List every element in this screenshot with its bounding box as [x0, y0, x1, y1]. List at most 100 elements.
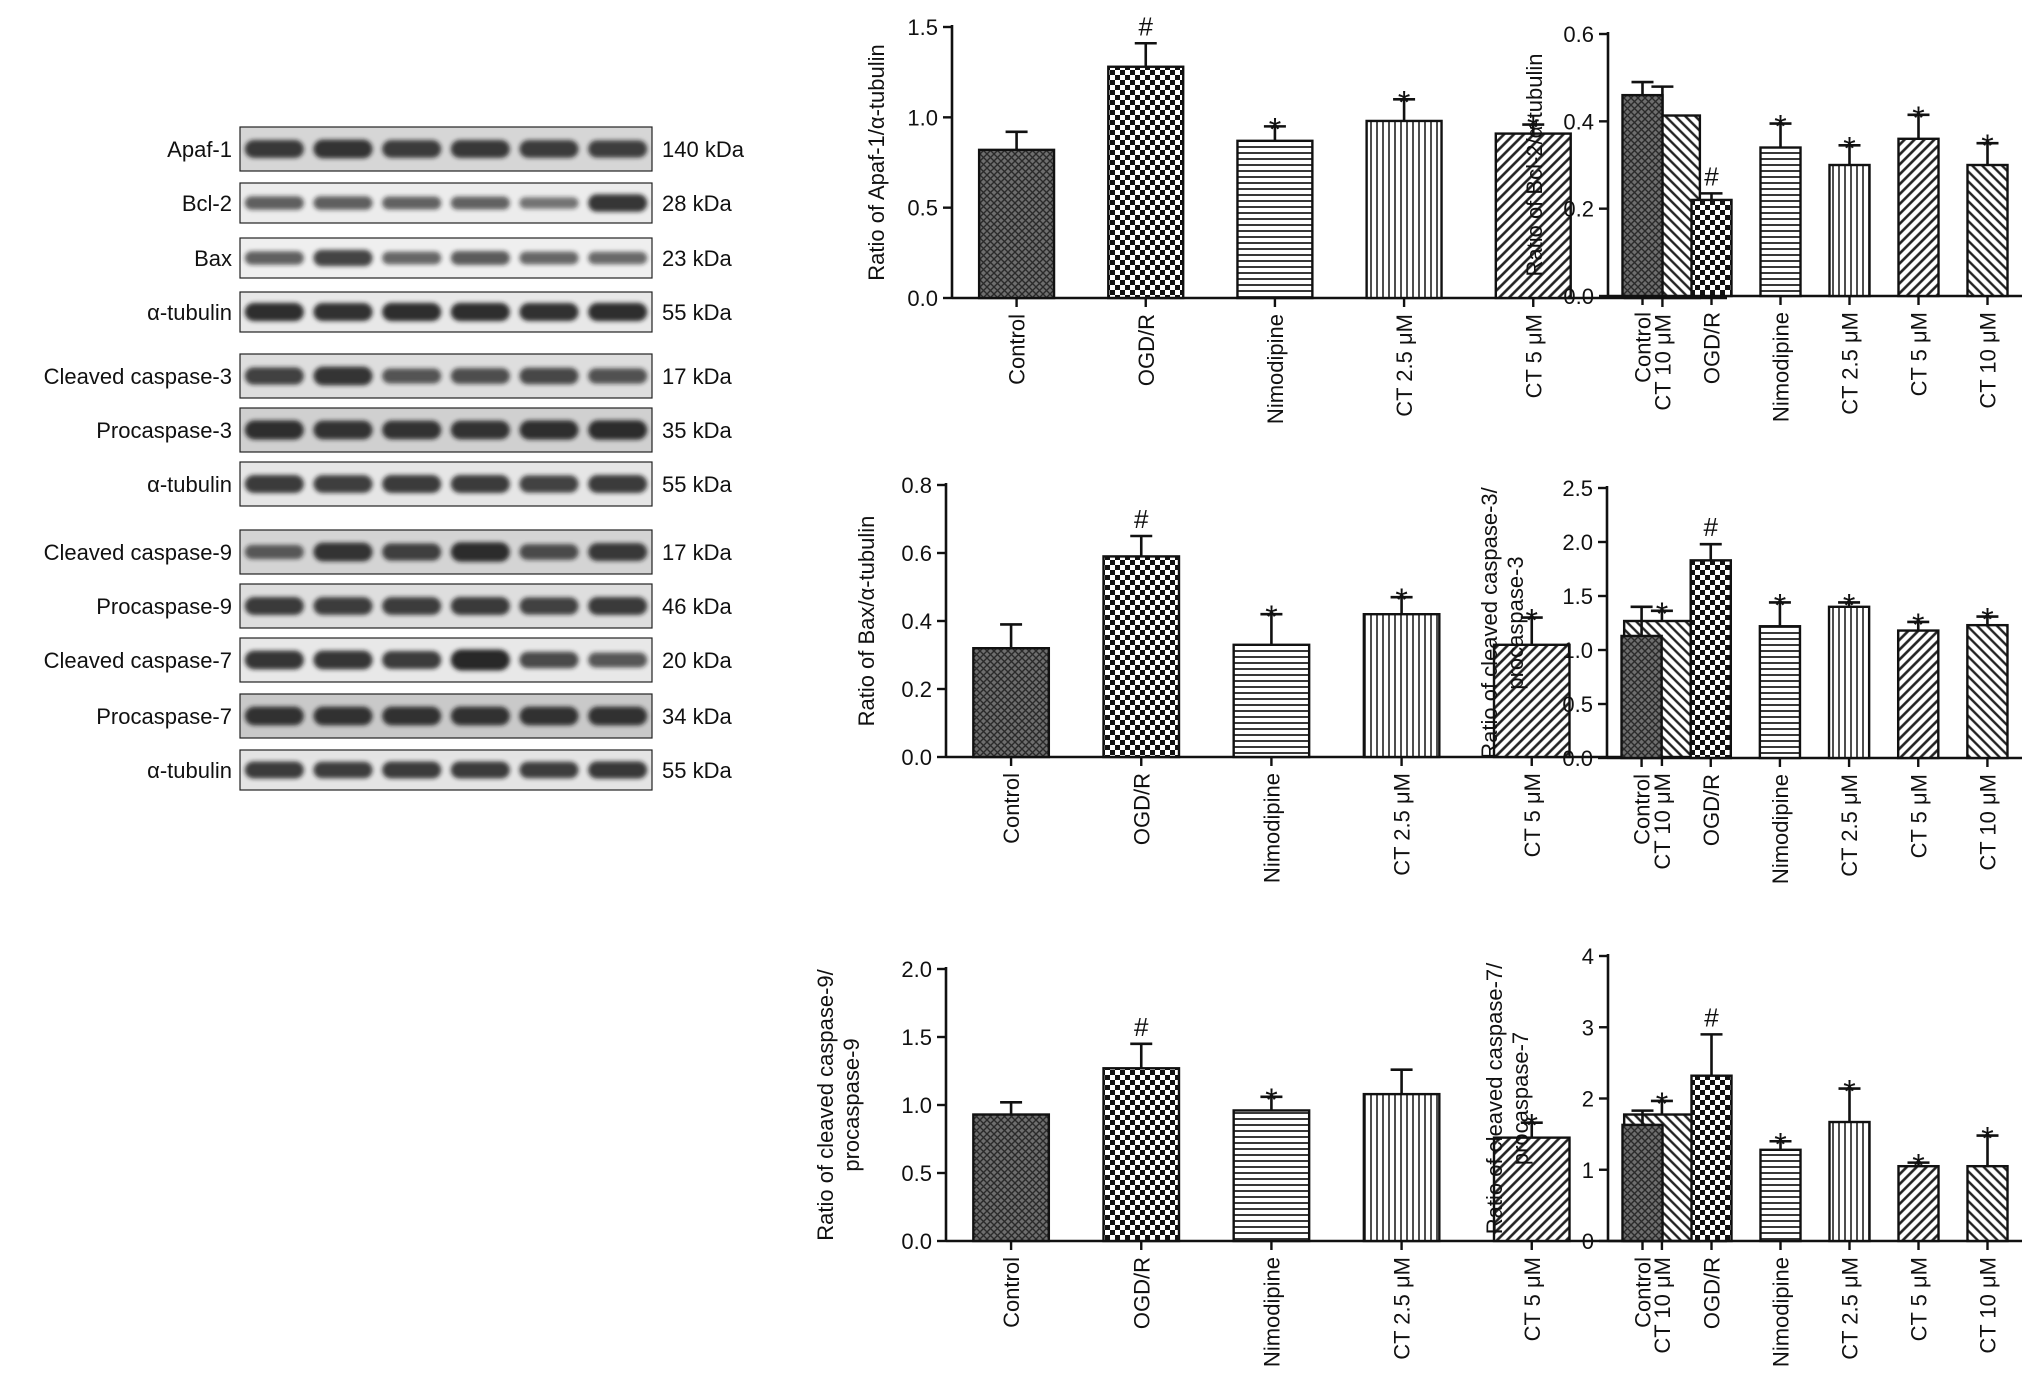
blot-band [313, 139, 373, 159]
significance-mark: * [1912, 100, 1924, 136]
bar [1966, 1164, 2009, 1243]
x-tick-label: Nimodipine [1768, 774, 1793, 884]
y-axis-label: procaspase-9 [839, 1038, 864, 1171]
significance-mark: # [1139, 11, 1154, 41]
significance-mark: * [1843, 587, 1855, 623]
bar [1966, 163, 2009, 298]
significance-mark: * [1656, 596, 1668, 632]
y-tick-label: 2.5 [1562, 476, 1593, 501]
x-tick-label: OGD/R [1134, 314, 1159, 386]
blot-row: Cleaved caspase-9 17 kDa [44, 529, 732, 575]
bar [1690, 198, 1733, 298]
bar-chart-4: 0.0 0.5 1.0 1.5 2.0 2.5 Ratio of cleaved caspa… [1477, 476, 2022, 884]
blot-band [244, 650, 304, 670]
blot-strip [239, 237, 653, 279]
significance-mark: * [1265, 599, 1277, 635]
y-axis-label: Ratio of Bcl-2/α-tubulin [1522, 53, 1547, 276]
y-tick-label: 0.6 [1563, 22, 1594, 47]
blot-band [313, 420, 373, 440]
blot-protein-label: Procaspase-9 [96, 594, 232, 619]
bar [1232, 643, 1311, 759]
blot-band [382, 706, 442, 726]
y-tick-label: 0.5 [907, 196, 938, 221]
x-tick-label: Control [999, 1257, 1024, 1328]
blot-band [588, 140, 648, 158]
x-tick-label: CT 2.5 μM [1390, 1257, 1415, 1360]
y-axis-label: Ratio of Apaf-1/α-tubulin [864, 44, 889, 281]
blot-band [313, 706, 373, 726]
bar-chart-3: 0.0 0.2 0.4 0.6 0.8 Ratio of Bax/α-tubulin Con… [854, 473, 1727, 883]
blot-row: Procaspase-9 46 kDa [96, 583, 732, 629]
blot-band [450, 597, 510, 615]
bar [1102, 1067, 1181, 1243]
x-tick-label: Control [999, 773, 1024, 844]
x-tick-label: OGD/R [1129, 773, 1154, 845]
x-tick-label: CT 10 μM [1976, 1257, 2001, 1354]
y-axis-label: Ratio of cleaved caspase-3/ [1477, 486, 1502, 758]
blot-kda-label: 20 kDa [662, 648, 732, 673]
bar [1966, 623, 2009, 760]
blot-band [588, 475, 648, 493]
blot-band [450, 649, 510, 671]
blot-band [244, 420, 304, 440]
blot-band [519, 251, 579, 265]
bar [1758, 625, 1802, 760]
blot-band [382, 302, 442, 322]
blot-row: Bcl-2 28 kDa [182, 182, 732, 224]
x-tick-label: OGD/R [1129, 1257, 1154, 1329]
blot-kda-label: 35 kDa [662, 418, 732, 443]
x-tick-label: CT 10 μM [1650, 773, 1675, 870]
x-tick-label: CT 5 μM [1906, 774, 1931, 858]
y-axis-label: procaspase-7 [1508, 1032, 1533, 1165]
x-tick-label: Nimodipine [1259, 1257, 1284, 1367]
bar-charts: 0.0 0.5 1.0 1.5 Ratio of Apaf-1/α-tubulin Con… [813, 11, 2022, 1367]
blot-strip [239, 749, 653, 791]
bar [1759, 146, 1802, 298]
significance-mark: * [1912, 1148, 1924, 1184]
x-tick-label: OGD/R [1700, 312, 1725, 384]
blot-band [588, 761, 648, 779]
blot-band [244, 302, 304, 322]
blot-protein-label: Bcl-2 [182, 191, 232, 216]
x-tick-label: CT 10 μM [1975, 774, 2000, 871]
blot-band [519, 651, 579, 669]
bar-chart-1: 0.0 0.5 1.0 1.5 Ratio of Apaf-1/α-tubulin Con… [864, 11, 1727, 424]
bar [1236, 139, 1314, 300]
bar [1689, 559, 1733, 760]
blot-band [313, 475, 373, 493]
bar-chart-6: 0 1 2 3 4 Ratio of cleaved caspase-7/procaspa… [1482, 944, 2022, 1367]
y-tick-label: 0.0 [1562, 746, 1593, 771]
blot-strip [239, 693, 653, 739]
bar [1690, 1074, 1733, 1243]
bar [1828, 163, 1871, 298]
y-axis-label: procaspase-3 [1503, 556, 1528, 689]
blot-protein-label: Procaspase-3 [96, 418, 232, 443]
blot-band [244, 475, 304, 493]
blot-strip [239, 182, 653, 224]
blot-band [382, 651, 442, 669]
blot-row: α-tubulin 55 kDa [147, 461, 732, 507]
blot-protein-label: α-tubulin [147, 300, 232, 325]
bar [1494, 132, 1572, 300]
blot-band [450, 475, 510, 493]
significance-mark: # [1134, 504, 1149, 534]
blot-band [588, 597, 648, 615]
blot-strip [239, 353, 653, 399]
significance-mark: * [1656, 1086, 1668, 1122]
significance-mark: * [1527, 110, 1539, 146]
blot-band [519, 140, 579, 158]
y-tick-label: 3 [1582, 1015, 1594, 1040]
significance-mark: # [1704, 1002, 1719, 1032]
blot-protein-label: Cleaved caspase-9 [44, 540, 232, 565]
blot-band [519, 367, 579, 385]
significance-mark: * [1269, 111, 1281, 147]
blot-row: Procaspase-3 35 kDa [96, 407, 732, 453]
blot-strip [239, 291, 653, 333]
y-tick-label: 1.0 [907, 105, 938, 130]
western-blot-panel: Apaf-1 140 kDa Bcl-2 28 kDa Bax 23 kDa α-tubul… [44, 126, 745, 791]
y-tick-label: 0 [1582, 1229, 1594, 1254]
significance-mark: * [1981, 128, 1993, 164]
blot-strip [239, 583, 653, 629]
y-tick-label: 1.5 [907, 15, 938, 40]
bar [1362, 613, 1441, 759]
